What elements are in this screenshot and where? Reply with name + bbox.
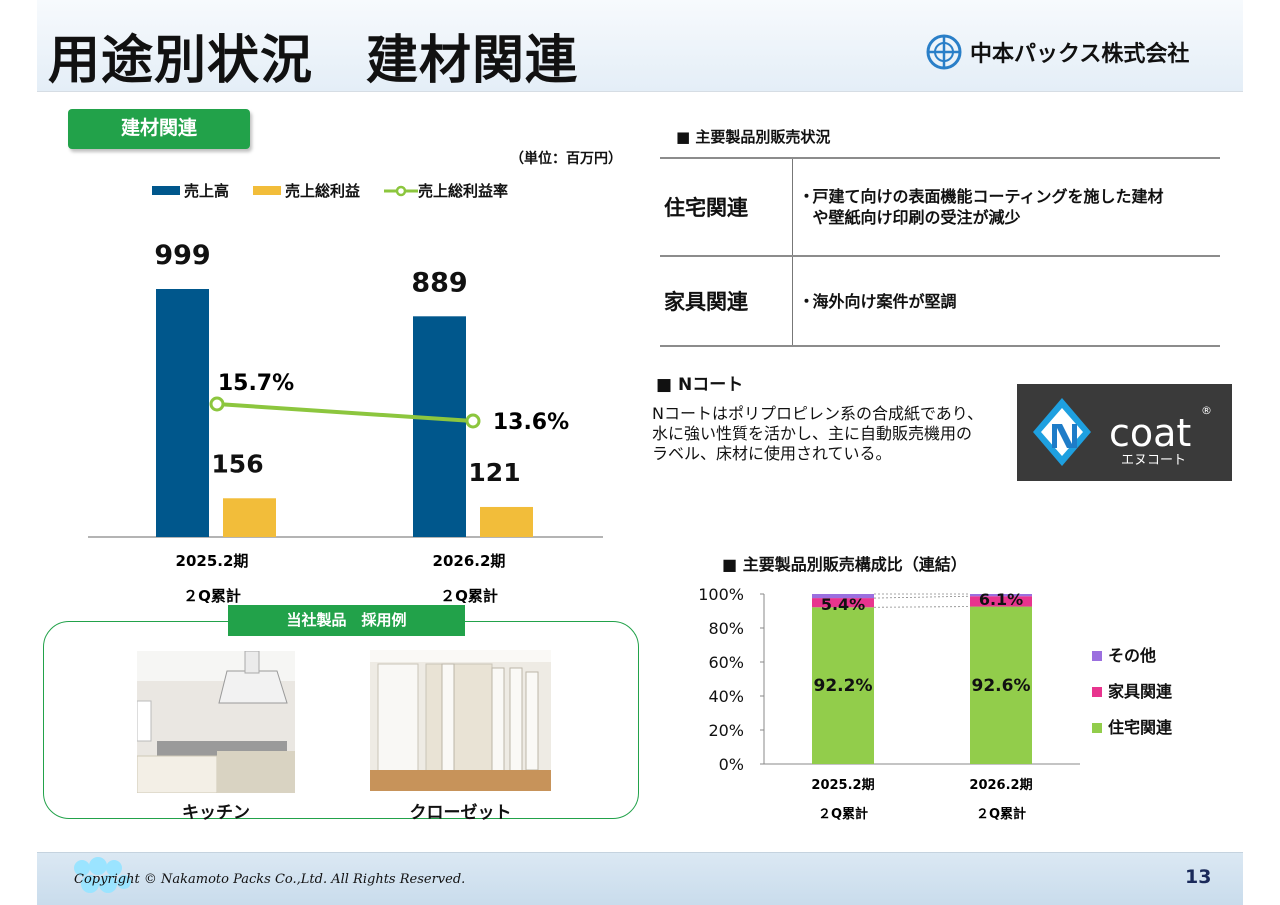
composition-heading: ■ 主要製品別販売構成比（連結）	[722, 555, 967, 574]
product-desc-line: 海外向け案件が堅調	[812, 291, 957, 311]
legend-margin: 売上総利益率	[384, 180, 508, 201]
bar-segment-other	[812, 594, 874, 599]
x-tick-label: 2026.2期	[969, 778, 1032, 793]
cases-badge: 当社製品 採用例	[228, 605, 465, 636]
margin-point	[209, 396, 225, 412]
x-tick-label: ２Q累計	[976, 806, 1026, 822]
product-desc-line: や壁紙向け印刷の受注が減少	[812, 208, 1021, 227]
y-tick-label: 60%	[708, 653, 744, 672]
products-heading: ■ 主要製品別販売状況	[676, 128, 831, 146]
company-logo: 中本パックス株式会社	[926, 34, 1189, 70]
data-label-gross-profit: 156	[211, 449, 263, 478]
ncoat-logo: coat ® エヌコート	[1017, 384, 1232, 481]
legend-other-swatch	[1092, 651, 1102, 661]
footer-decoration-icon	[74, 857, 131, 893]
data-label-gross-profit: 121	[468, 458, 520, 487]
bar-gross-profit	[223, 498, 276, 537]
margin-line	[216, 402, 474, 423]
ncoat-logo-icon: coat ® エヌコート	[1033, 398, 1212, 468]
composition-chart: 0% 20% 40% 60% 80% 100% 92.2% 5.4% 2025.2期 ２Q累計 92…	[698, 585, 1173, 822]
bar-gross-profit	[480, 506, 533, 537]
connector-line	[873, 606, 971, 608]
data-label-housing: 92.2%	[814, 676, 873, 696]
company-name: 中本パックス株式会社	[970, 42, 1190, 67]
legend-gross-profit-swatch	[253, 186, 282, 195]
data-label-margin: 15.7%	[218, 371, 294, 396]
photo-caption: クローゼット	[409, 803, 512, 823]
bar-segment-furniture	[812, 598, 874, 608]
y-tick-label: 0%	[719, 755, 744, 774]
svg-text:coat: coat	[1109, 411, 1191, 455]
copyright: Copyright © Nakamoto Packs Co.,Ltd. All …	[74, 872, 466, 887]
footer-band	[37, 852, 1243, 905]
bar-sales	[156, 289, 209, 537]
y-tick-label: 40%	[708, 687, 744, 706]
photo-caption: キッチン	[182, 803, 250, 823]
bar-segment-other	[970, 594, 1032, 597]
product-desc-line: 戸建て向けの表面機能コーティングを施した建材	[812, 187, 1164, 206]
page-title: 用途別状況 建材関連	[48, 31, 579, 91]
table-row: 住宅関連 ・戸建て向けの表面機能コーティングを施した建材 や壁紙向け印刷の受注が…	[660, 157, 1220, 257]
company-logo-icon	[926, 34, 962, 70]
data-label-furniture: 5.4%	[821, 595, 865, 614]
sales-bar-chart: 999 156 2025.2期 ２Q累計 889 121 2026.2期 ２Q累計 15.7% 1…	[88, 240, 603, 605]
kitchen-photo	[137, 651, 295, 793]
y-tick-label: 80%	[708, 619, 744, 638]
data-label-housing: 92.6%	[972, 676, 1031, 696]
x-tick-label: 2025.2期	[176, 552, 249, 570]
header-band	[37, 0, 1243, 92]
x-tick-label: 2026.2期	[433, 552, 506, 570]
ncoat-heading: ■ Nコート	[656, 375, 744, 395]
ncoat-description: Nコートはポリプロピレン系の合成紙であり、 水に強い性質を活かし、主に自動販売機…	[652, 404, 984, 463]
table-row: 家具関連 ・海外向け案件が堅調	[660, 255, 1220, 347]
y-tick-label: 100%	[698, 585, 744, 604]
legend-furniture-swatch	[1092, 687, 1102, 697]
x-tick-label: 2025.2期	[811, 778, 874, 793]
y-tick-label: 20%	[708, 721, 744, 740]
legend-sales-swatch	[152, 186, 180, 195]
svg-text:エヌコート: エヌコート	[1121, 453, 1186, 468]
bar-segment-furniture	[970, 596, 1032, 607]
legend-housing-swatch	[1092, 723, 1102, 733]
legend-gross-profit: 売上総利益	[253, 180, 360, 201]
product-category: 住宅関連	[660, 157, 793, 257]
legend-furniture: 家具関連	[1108, 682, 1173, 701]
legend-housing: 住宅関連	[1108, 718, 1173, 737]
legend-sales: 売上高	[152, 180, 229, 201]
legend-other: その他	[1108, 646, 1156, 665]
products-table: 住宅関連 ・戸建て向けの表面機能コーティングを施した建材 や壁紙向け印刷の受注が…	[660, 157, 1220, 347]
svg-text:®: ®	[1201, 404, 1212, 417]
unit-note: （単位：百万円）	[510, 151, 622, 167]
bar-sales	[413, 316, 466, 537]
product-category: 家具関連	[660, 255, 793, 347]
bar-chart-legend: 売上高 売上総利益 売上総利益率	[152, 180, 532, 201]
data-label-sales: 999	[154, 240, 210, 271]
bar-segment-housing	[970, 606, 1032, 764]
x-tick-label: ２Q累計	[183, 587, 241, 605]
data-label-sales: 889	[411, 267, 467, 298]
x-tick-label: ２Q累計	[818, 806, 868, 822]
legend-margin-marker	[384, 185, 419, 196]
data-label-furniture: 6.1%	[979, 590, 1023, 609]
closet-photo	[370, 650, 551, 791]
page-number: 13	[1185, 866, 1212, 888]
connector-line	[873, 595, 971, 599]
margin-point	[465, 413, 481, 429]
section-badge: 建材関連	[68, 109, 250, 149]
bar-segment-housing	[812, 607, 874, 764]
x-tick-label: ２Q累計	[440, 587, 498, 605]
data-label-margin: 13.6%	[493, 410, 569, 435]
